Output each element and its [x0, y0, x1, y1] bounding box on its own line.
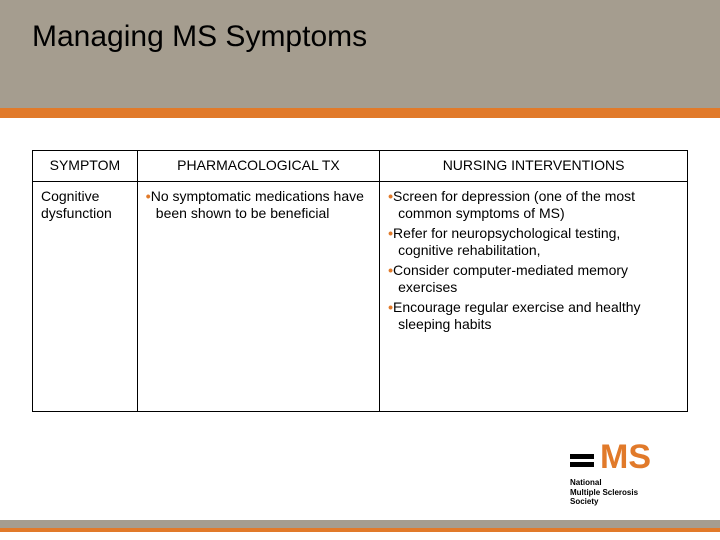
bullet-item: •Refer for neuropsychological testing, c… [388, 225, 679, 260]
bullet-item: •No symptomatic medications have been sh… [146, 188, 371, 223]
header-band [0, 0, 720, 108]
accent-bar-bottom [0, 528, 720, 532]
bullet-text: Consider computer-mediated memory exerci… [393, 262, 628, 296]
cell-pharm: •No symptomatic medications have been sh… [137, 181, 379, 411]
bullet-text: Screen for depression (one of the most c… [393, 188, 635, 222]
page-title: Managing MS Symptoms [32, 20, 367, 54]
logo-caption-line1: National [570, 478, 680, 487]
symptom-table: SYMPTOM PHARMACOLOGICAL TX NURSING INTER… [32, 150, 688, 412]
table-header-row: SYMPTOM PHARMACOLOGICAL TX NURSING INTER… [33, 151, 688, 182]
footer-band [0, 520, 720, 528]
content-area: SYMPTOM PHARMACOLOGICAL TX NURSING INTER… [32, 150, 688, 412]
svg-text:MS: MS [600, 438, 651, 474]
logo-caption-line3: Society [570, 497, 680, 506]
nmss-logo: MS National Multiple Sclerosis Society [570, 436, 680, 506]
col-header-pharm: PHARMACOLOGICAL TX [137, 151, 379, 182]
cell-symptom: Cognitive dysfunction [33, 181, 138, 411]
logo-caption-line2: Multiple Sclerosis [570, 488, 680, 497]
bullet-text: Refer for neuropsychological testing, co… [393, 225, 620, 259]
logo-caption: National Multiple Sclerosis Society [570, 478, 680, 506]
table-row: Cognitive dysfunction •No symptomatic me… [33, 181, 688, 411]
col-header-symptom: SYMPTOM [33, 151, 138, 182]
bullet-item: •Encourage regular exercise and healthy … [388, 299, 679, 334]
bullet-item: •Screen for depression (one of the most … [388, 188, 679, 223]
bullet-item: •Consider computer-mediated memory exerc… [388, 262, 679, 297]
col-header-nursing: NURSING INTERVENTIONS [380, 151, 688, 182]
cell-nursing: •Screen for depression (one of the most … [380, 181, 688, 411]
ms-logo-icon: MS [570, 436, 680, 474]
bullet-text: Encourage regular exercise and healthy s… [393, 299, 641, 333]
accent-bar-top [0, 108, 720, 118]
bullet-text: No symptomatic medications have been sho… [151, 188, 364, 222]
